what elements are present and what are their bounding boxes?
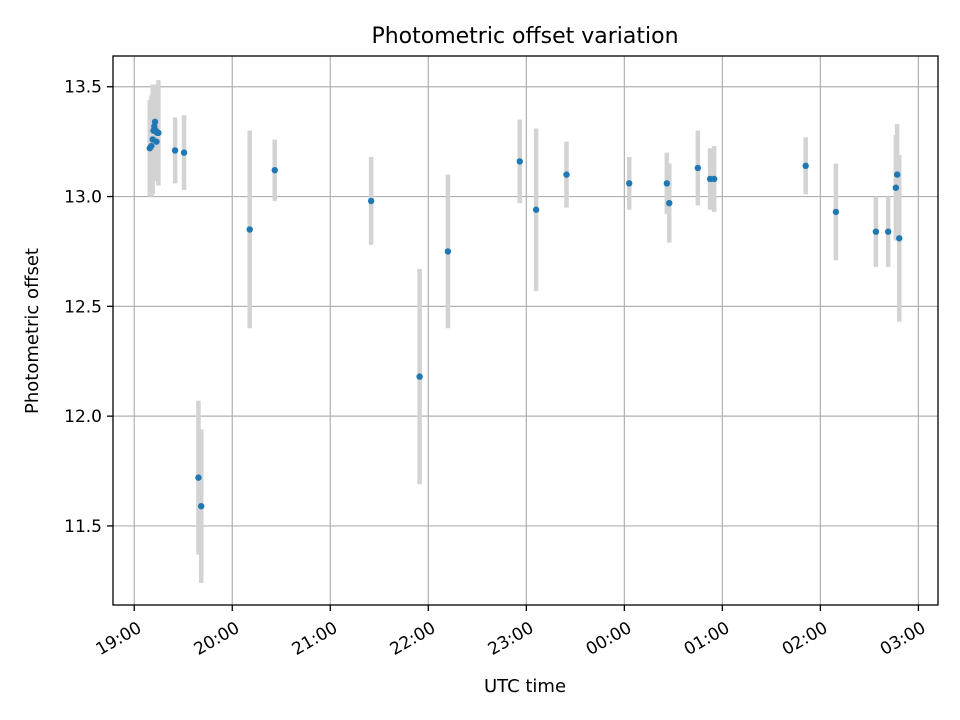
data-point [872, 228, 880, 235]
x-tick-label: 20:00 [191, 618, 243, 660]
chart-title: Photometric offset variation [371, 24, 678, 49]
x-tick-label: 01:00 [681, 618, 733, 660]
x-tick-label: 03:00 [877, 618, 929, 660]
x-axis-ticks: 19:00 20:00 21:00 22:00 23:00 00:00 01:00 02:00… [93, 605, 929, 660]
y-tick-label: 11.5 [64, 517, 102, 537]
data-point [563, 171, 570, 178]
data-point [516, 158, 523, 165]
data-point [367, 197, 375, 205]
data-point [892, 184, 900, 191]
data-point [416, 373, 423, 380]
data-point [180, 149, 188, 156]
data-point [444, 248, 452, 255]
data-point [198, 502, 205, 510]
data-point [893, 171, 901, 178]
data-point [666, 199, 673, 207]
x-tick-label: 00:00 [583, 618, 635, 660]
data-point [884, 228, 892, 235]
y-tick-label: 13.0 [64, 188, 102, 208]
error-bars [147, 80, 902, 584]
y-axis-ticks: 11.5 12.0 12.5 13.0 13.5 [64, 78, 113, 537]
x-tick-label: 21:00 [289, 618, 341, 660]
data-point [532, 206, 540, 213]
x-axis-label: UTC time [484, 676, 566, 697]
plot-frame [112, 55, 939, 606]
data-point [626, 180, 633, 187]
data-point [151, 118, 159, 126]
data-point [148, 142, 155, 150]
data-point [153, 138, 160, 145]
data-point [246, 226, 253, 233]
y-axis-label: Photometric offset [22, 248, 43, 414]
data-point [171, 147, 179, 154]
data-point [694, 164, 702, 172]
data-point [802, 162, 809, 169]
grid [113, 56, 938, 605]
x-tick-label: 02:00 [779, 618, 831, 660]
data-points [146, 118, 903, 510]
data-point [896, 235, 903, 242]
data-point [832, 208, 840, 216]
data-point [663, 180, 671, 187]
data-point [155, 129, 162, 137]
x-tick-label: 22:00 [387, 618, 439, 660]
y-tick-label: 12.0 [64, 407, 102, 427]
data-point [710, 175, 718, 183]
x-tick-label: 19:00 [93, 618, 145, 660]
x-tick-label: 23:00 [485, 618, 537, 660]
data-point [271, 166, 278, 174]
y-tick-label: 12.5 [64, 297, 102, 317]
data-point [195, 474, 202, 481]
y-tick-label: 13.5 [64, 78, 102, 98]
